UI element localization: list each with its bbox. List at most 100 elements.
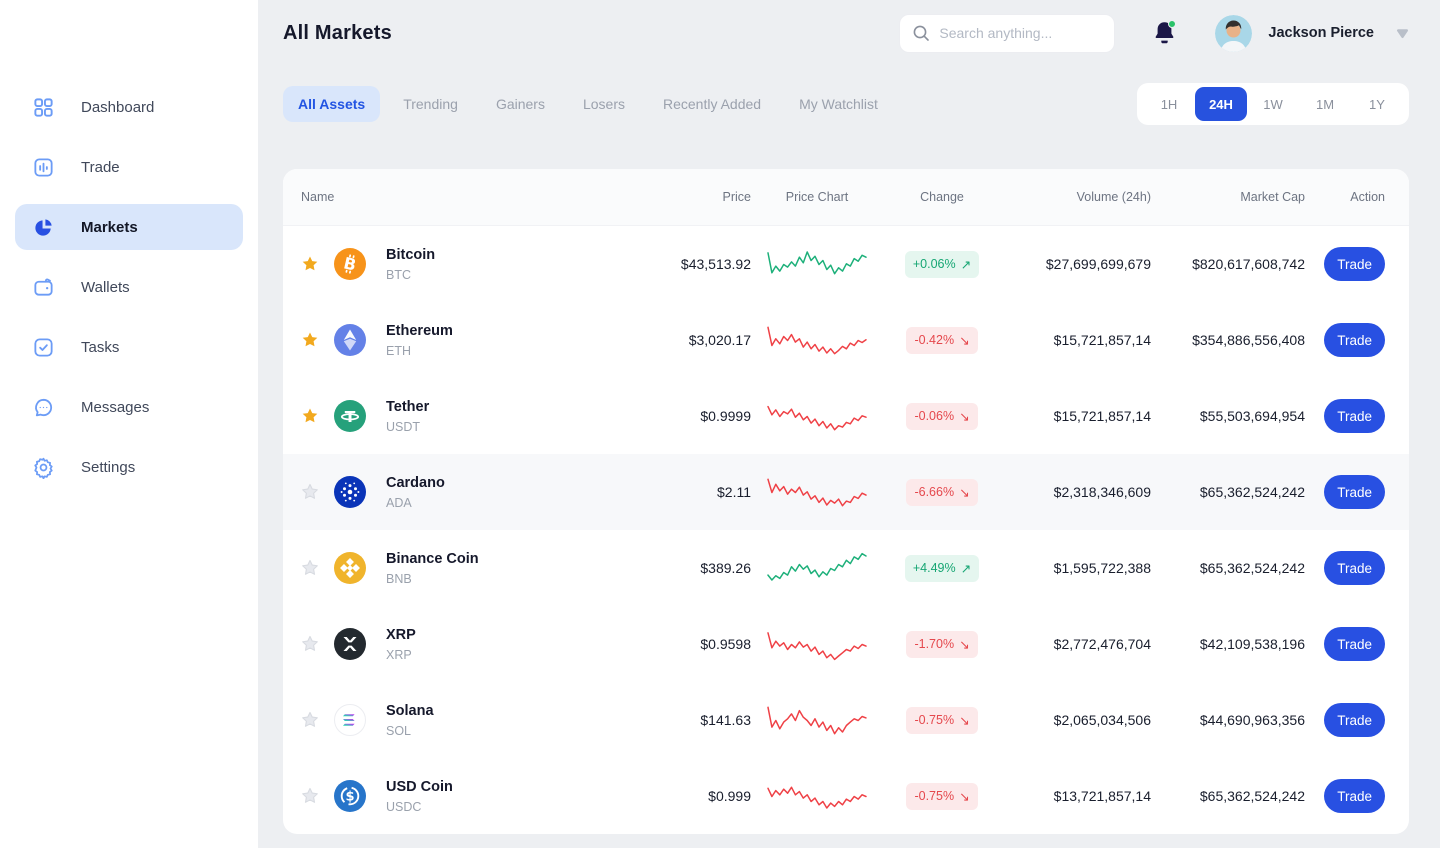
usdc-coin-icon: $ — [334, 780, 366, 812]
arrow-down-right-icon: ↘ — [959, 409, 970, 424]
svg-text:T: T — [345, 408, 356, 426]
star-outline-icon[interactable] — [301, 635, 319, 653]
tab-losers[interactable]: Losers — [582, 96, 625, 112]
tab-trending[interactable]: Trending — [403, 96, 458, 112]
coin-name-cell: Tether USDT — [377, 399, 641, 434]
change-badge: -0.06% ↘ — [906, 402, 978, 430]
sidebar-item-wallets[interactable]: Wallets — [15, 264, 243, 310]
action-cell: Trade — [1321, 399, 1391, 433]
sidebar-item-trade[interactable]: Trade — [15, 144, 243, 190]
coin-name: Tether — [386, 398, 430, 415]
star-filled-icon[interactable] — [301, 331, 319, 349]
sidebar-item-messages[interactable]: Messages — [15, 384, 243, 430]
star-filled-icon[interactable] — [301, 407, 319, 425]
table-header: Name Price Price Chart Change Volume (24h) Ma… — [283, 169, 1409, 226]
volume-cell: $2,772,476,704 — [1053, 636, 1151, 652]
arrow-down-right-icon: ↘ — [959, 789, 970, 804]
coin-symbol: USDT — [386, 419, 421, 434]
star-outline-icon[interactable] — [301, 787, 319, 805]
change-badge: +0.06% ↗ — [904, 250, 980, 278]
column-header-price: Price — [722, 190, 751, 204]
svg-text:B: B — [342, 253, 358, 274]
coin-symbol: BNB — [386, 571, 412, 586]
tab-gainers[interactable]: Gainers — [495, 96, 545, 112]
timeframe-24h[interactable]: 24H — [1195, 87, 1247, 121]
table-row-btc: B Bitcoin BTC $43,513.92 +0.06% ↗ $27,699,699,… — [283, 226, 1409, 302]
star-outline-icon[interactable] — [301, 559, 319, 577]
sidebar-item-label: Trade — [81, 158, 120, 176]
ada-coin-icon — [334, 476, 366, 508]
coin-symbol: SOL — [386, 723, 412, 738]
star-outline-icon[interactable] — [301, 711, 319, 729]
timeframe-1w[interactable]: 1W — [1263, 96, 1283, 112]
btc-coin-icon: B — [334, 248, 366, 280]
coin-symbol: ETH — [386, 343, 411, 358]
coin-name: Cardano — [386, 474, 445, 491]
trade-button[interactable]: Trade — [1324, 703, 1385, 737]
volume-cell: $15,721,857,14 — [1053, 408, 1151, 424]
trade-button[interactable]: Trade — [1324, 323, 1385, 357]
coin-symbol: ADA — [386, 495, 412, 510]
search-box[interactable] — [899, 13, 1116, 53]
chevron-down-icon — [1396, 28, 1409, 39]
asset-tabs: All Assets Trending Gainers Losers Recently … — [283, 86, 893, 122]
change-cell: +0.06% ↗ — [883, 250, 1001, 278]
coin-name-cell: Ethereum ETH — [377, 323, 641, 358]
coin-name-cell: Solana SOL — [377, 703, 641, 738]
price-chart-sparkline — [751, 396, 883, 436]
change-badge: -0.42% ↘ — [906, 326, 978, 354]
change-cell: -6.66% ↘ — [883, 478, 1001, 506]
star-outline-icon[interactable] — [301, 483, 319, 501]
settings-icon — [31, 455, 55, 479]
search-icon — [912, 24, 930, 42]
trade-button[interactable]: Trade — [1324, 399, 1385, 433]
sidebar-item-dashboard[interactable]: Dashboard — [15, 84, 243, 130]
tab-all-assets[interactable]: All Assets — [283, 86, 381, 122]
trade-button[interactable]: Trade — [1324, 627, 1385, 661]
avatar — [1215, 14, 1253, 52]
timeframe-1y[interactable]: 1Y — [1369, 96, 1385, 112]
column-header-price-chart: Price Chart — [785, 190, 849, 204]
action-cell: Trade — [1321, 703, 1391, 737]
tab-my-watchlist[interactable]: My Watchlist — [799, 96, 878, 112]
coin-name: Bitcoin — [386, 246, 436, 263]
arrow-down-right-icon: ↘ — [959, 713, 970, 728]
trade-button[interactable]: Trade — [1324, 551, 1385, 585]
table-row-sol: Solana SOL $141.63 -0.75% ↘ $2,065,034,506 $44… — [283, 682, 1409, 758]
table-row-usdc: $ USD Coin USDC $0.999 -0.75% ↘ $13,721,857,14… — [283, 758, 1409, 834]
timeframe-1h[interactable]: 1H — [1160, 96, 1178, 112]
change-cell: -0.06% ↘ — [883, 402, 1001, 430]
price-cell: $3,020.17 — [688, 332, 751, 348]
sidebar-item-tasks[interactable]: Tasks — [15, 324, 243, 370]
coin-name-cell: Binance Coin BNB — [377, 551, 641, 586]
search-input[interactable] — [939, 25, 1090, 41]
tab-recently-added[interactable]: Recently Added — [663, 96, 762, 112]
price-cell: $2.11 — [717, 484, 751, 500]
notifications-button[interactable] — [1153, 20, 1177, 46]
price-chart-sparkline — [751, 624, 883, 664]
xrp-coin-icon — [334, 628, 366, 660]
market-cap-cell: $65,362,524,242 — [1199, 560, 1305, 576]
trade-button[interactable]: Trade — [1324, 779, 1385, 813]
sidebar-item-settings[interactable]: Settings — [15, 444, 243, 490]
table-row-eth: Ethereum ETH $3,020.17 -0.42% ↘ $15,721,857,1… — [283, 302, 1409, 378]
sidebar-item-markets[interactable]: Markets — [15, 204, 243, 250]
arrow-down-right-icon: ↘ — [959, 333, 970, 348]
price-cell: $0.9999 — [700, 408, 751, 424]
volume-cell: $27,699,699,679 — [1045, 256, 1151, 272]
action-cell: Trade — [1321, 247, 1391, 281]
main-content: All Markets — [258, 0, 1440, 848]
trade-button[interactable]: Trade — [1324, 475, 1385, 509]
trade-button[interactable]: Trade — [1324, 247, 1385, 281]
timeframe-1m[interactable]: 1M — [1315, 96, 1335, 112]
coin-symbol: USDC — [386, 799, 422, 814]
markets-icon — [31, 215, 55, 239]
star-filled-icon[interactable] — [301, 255, 319, 273]
sidebar-item-label: Markets — [81, 218, 138, 236]
coin-name-cell: Cardano ADA — [377, 475, 641, 510]
change-badge: +4.49% ↗ — [904, 554, 980, 582]
user-menu[interactable]: Jackson Pierce — [1215, 14, 1409, 52]
market-cap-cell: $65,362,524,242 — [1199, 484, 1305, 500]
coin-name: Binance Coin — [386, 550, 479, 567]
volume-cell: $2,065,034,506 — [1053, 712, 1151, 728]
